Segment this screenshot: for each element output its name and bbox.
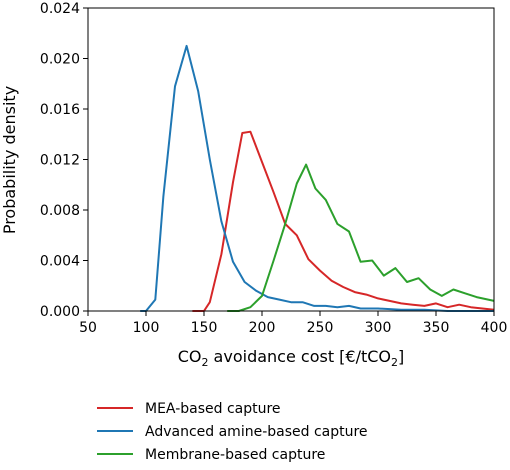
- x-tick-label: 100: [133, 320, 160, 336]
- series-layer: [140, 44, 495, 312]
- y-tick-label: 0.012: [40, 153, 80, 169]
- y-tick-label: 0.004: [40, 254, 80, 270]
- plot-frame: [87, 7, 495, 312]
- series-line-mea-based-capture: [192, 130, 495, 312]
- y-axis-label: Probability density: [0, 86, 19, 234]
- y-tick-label: 0.008: [40, 203, 80, 219]
- x-tick-label: 300: [365, 320, 392, 336]
- x-tick-label: 200: [249, 320, 276, 336]
- x-tick-label: 400: [481, 320, 508, 336]
- y-tick-label: 0.020: [40, 52, 80, 68]
- legend-label: MEA-based capture: [145, 401, 281, 417]
- legend: MEA-based capture Advanced amine-based ca…: [97, 401, 368, 463]
- x-tick-label: 350: [423, 320, 450, 336]
- y-axis: 0.000 0.004 0.008 0.012 0.016 0.020 0.024: [40, 1, 88, 320]
- legend-label: Advanced amine-based capture: [145, 424, 368, 440]
- x-tick-label: 250: [307, 320, 334, 336]
- y-tick-label: 0.024: [40, 1, 80, 17]
- x-axis-label: CO2 avoidance cost [€/tCO2]: [178, 347, 405, 369]
- series-line-advanced-amine-based-capture: [140, 44, 494, 312]
- y-tick-label: 0.000: [40, 304, 80, 320]
- x-tick-label: 150: [191, 320, 218, 336]
- y-tick-label: 0.016: [40, 102, 80, 118]
- series-line-membrane-based-capture: [227, 163, 495, 312]
- x-axis: 50 100 150 200 250 300 350 400: [79, 311, 507, 336]
- legend-label: Membrane-based capture: [145, 447, 325, 463]
- x-tick-label: 50: [79, 320, 97, 336]
